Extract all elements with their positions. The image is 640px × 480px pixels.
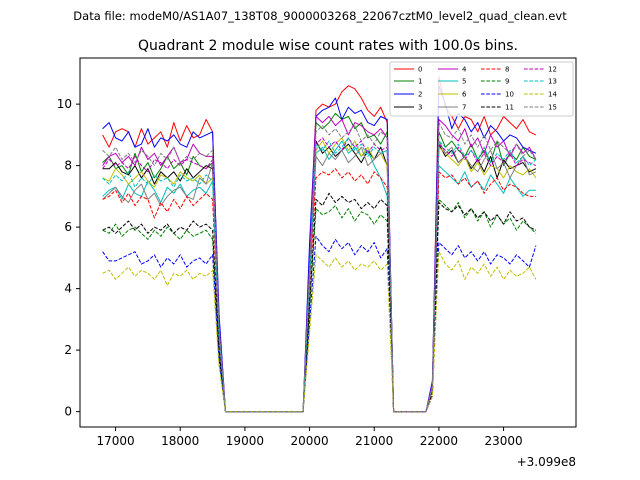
series-line-15 <box>102 122 537 413</box>
y-tick-label: 8 <box>64 159 72 173</box>
x-axis: 17000 18000 19000 20000 21000 22000 23000 <box>96 427 523 448</box>
series-line-11 <box>102 192 537 413</box>
legend-frame <box>389 61 574 117</box>
legend-label-9: 9 <box>505 78 509 86</box>
legend-label-5: 5 <box>462 78 466 86</box>
legend-label-10: 10 <box>505 91 514 99</box>
x-tick-label: 23000 <box>484 434 522 448</box>
legend-label-6: 6 <box>462 91 467 99</box>
legend-label-2: 2 <box>418 91 422 99</box>
y-tick-label: 10 <box>57 97 72 111</box>
series-line-12 <box>102 137 537 413</box>
legend-label-3: 3 <box>418 104 422 112</box>
axes-frame <box>79 57 577 428</box>
y-tick-label: 4 <box>64 282 72 296</box>
series-layer <box>102 75 537 413</box>
y-tick-label: 6 <box>64 220 72 234</box>
legend-label-1: 1 <box>418 78 422 86</box>
chart-title: Quadrant 2 module wise count rates with … <box>138 38 518 54</box>
x-offset-text: +3.099e8 <box>517 455 576 469</box>
series-line-14 <box>102 251 537 413</box>
series-line-10 <box>102 235 537 413</box>
series-line-8 <box>102 168 536 413</box>
series-line-2 <box>102 85 537 413</box>
x-tick-label: 21000 <box>355 434 393 448</box>
legend-label-13: 13 <box>548 78 557 86</box>
legend-label-7: 7 <box>462 104 466 112</box>
legend-label-0: 0 <box>418 66 422 74</box>
legend-label-11: 11 <box>505 104 514 112</box>
legend-label-8: 8 <box>505 66 509 74</box>
x-tick-label: 19000 <box>226 434 264 448</box>
series-line-9 <box>102 198 537 413</box>
x-tick-label: 20000 <box>290 434 328 448</box>
x-tick-label: 17000 <box>96 434 134 448</box>
legend-label-15: 15 <box>548 104 557 112</box>
y-tick-label: 2 <box>64 343 72 357</box>
series-line-5 <box>102 140 536 413</box>
x-tick-label: 22000 <box>420 434 458 448</box>
series-line-13 <box>102 137 537 413</box>
figure-suptitle: Data file: modeM0/AS1A07_138T08_90000032… <box>73 9 567 23</box>
x-tick-label: 18000 <box>161 434 199 448</box>
y-axis: 0 2 4 6 8 10 <box>57 97 80 419</box>
y-tick-label: 0 <box>64 405 72 419</box>
legend-label-4: 4 <box>462 66 467 74</box>
legend-label-14: 14 <box>548 91 557 99</box>
legend-label-12: 12 <box>548 66 557 74</box>
plot-area <box>79 57 577 428</box>
